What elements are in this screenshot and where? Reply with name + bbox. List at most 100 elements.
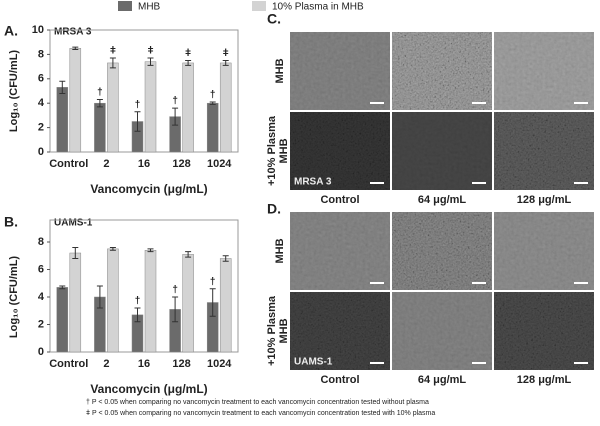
column-label: 128 μg/mL	[517, 194, 572, 206]
y-axis-label: Log₁₀ (CFU/mL)	[8, 50, 20, 133]
error-bar	[72, 46, 79, 51]
y-tick-label: 10	[32, 24, 44, 36]
bar	[144, 250, 157, 353]
x-tick-label: 128	[172, 158, 190, 170]
panel-label: D.	[267, 201, 281, 217]
error-bar	[209, 288, 216, 317]
error-bar	[172, 296, 179, 323]
y-tick-label: 2	[38, 318, 44, 330]
error-bar	[147, 248, 154, 253]
micrograph	[494, 112, 594, 190]
error-bar	[109, 57, 116, 69]
micrograph	[290, 112, 390, 190]
micrograph	[290, 292, 390, 370]
row-label: MHB	[278, 138, 290, 163]
x-tick-label: 16	[138, 158, 150, 170]
significance-marker: †	[135, 296, 141, 307]
significance-marker: †	[97, 87, 103, 98]
y-tick-label: 6	[38, 73, 44, 85]
micrograph	[290, 212, 390, 290]
significance-marker: †	[210, 276, 216, 287]
error-bar	[185, 251, 192, 258]
row-label: MHB	[274, 58, 286, 83]
row-label: +10% Plasma	[266, 115, 278, 186]
y-tick-label: 0	[38, 346, 44, 358]
micrograph	[392, 112, 492, 190]
panel-label: A.	[4, 23, 18, 39]
significance-marker: †	[172, 96, 178, 107]
error-bar	[59, 285, 66, 290]
error-bar	[134, 111, 141, 132]
bar	[144, 61, 157, 153]
error-bar	[72, 247, 79, 259]
chart-title: UAMS-1	[54, 218, 93, 229]
error-bar	[147, 57, 154, 66]
y-tick-label: 0	[38, 146, 44, 158]
legend-label: MHB	[138, 2, 161, 13]
bar	[69, 48, 82, 153]
column-label: 64 μg/mL	[418, 374, 467, 386]
micrograph	[392, 292, 492, 370]
y-axis-label: Log₁₀ (CFU/mL)	[8, 256, 20, 339]
bar	[69, 252, 82, 353]
column-label: 64 μg/mL	[418, 194, 467, 206]
chart-title: MRSA 3	[54, 27, 92, 38]
footnote: † P < 0.05 when comparing no vancomycin …	[86, 399, 429, 406]
plot-frame	[49, 219, 239, 353]
x-tick-label: 1024	[207, 158, 232, 170]
significance-marker: †	[210, 90, 216, 101]
significance-marker: †	[172, 285, 178, 296]
bar	[107, 62, 119, 153]
strain-label: UAMS-1	[294, 357, 333, 368]
bar	[206, 102, 219, 153]
bar	[56, 287, 69, 353]
significance-marker: ǂ	[185, 48, 191, 59]
y-tick-label: 4	[38, 291, 45, 303]
column-label: 128 μg/mL	[517, 374, 572, 386]
y-tick-label: 4	[38, 97, 45, 109]
error-bar	[222, 255, 229, 262]
legend-swatch	[252, 1, 266, 11]
bar	[219, 258, 232, 353]
significance-marker: †	[135, 99, 141, 110]
micrograph	[494, 292, 594, 370]
legend-swatch	[118, 1, 132, 11]
row-label: MHB	[274, 238, 286, 263]
bar	[182, 254, 194, 353]
x-tick-label: 128	[172, 358, 190, 370]
significance-marker: ǂ	[110, 46, 116, 57]
error-bar	[109, 247, 116, 251]
x-axis-label: Vancomycin (μg/mL)	[90, 382, 207, 396]
micrograph	[494, 32, 594, 110]
bar	[56, 87, 69, 153]
x-tick-label: Control	[49, 358, 88, 370]
significance-marker: ǂ	[148, 46, 154, 57]
error-bar	[59, 80, 66, 94]
significance-marker: ǂ	[223, 48, 229, 59]
micrograph	[290, 32, 390, 110]
micrograph	[494, 212, 594, 290]
plot-frame	[49, 29, 239, 153]
legend-label: 10% Plasma in MHB	[272, 2, 364, 13]
x-tick-label: 1024	[207, 358, 232, 370]
error-bar	[209, 101, 216, 105]
x-tick-label: Control	[49, 158, 88, 170]
micrograph	[392, 32, 492, 110]
y-tick-label: 2	[38, 122, 44, 134]
bar	[182, 62, 194, 153]
footnote: ǂ P < 0.05 when comparing no vancomycin …	[86, 410, 435, 417]
error-bar	[134, 307, 141, 323]
y-tick-label: 8	[38, 48, 44, 60]
bar	[107, 248, 119, 353]
bar	[94, 102, 106, 153]
error-bar	[222, 60, 229, 66]
panel-label: B.	[4, 214, 18, 230]
error-bar	[185, 60, 192, 66]
y-tick-label: 6	[38, 263, 44, 275]
bar	[219, 62, 232, 153]
row-label: MHB	[278, 318, 290, 343]
row-label: +10% Plasma	[266, 295, 278, 366]
micrograph	[392, 212, 492, 290]
x-tick-label: 16	[138, 358, 150, 370]
